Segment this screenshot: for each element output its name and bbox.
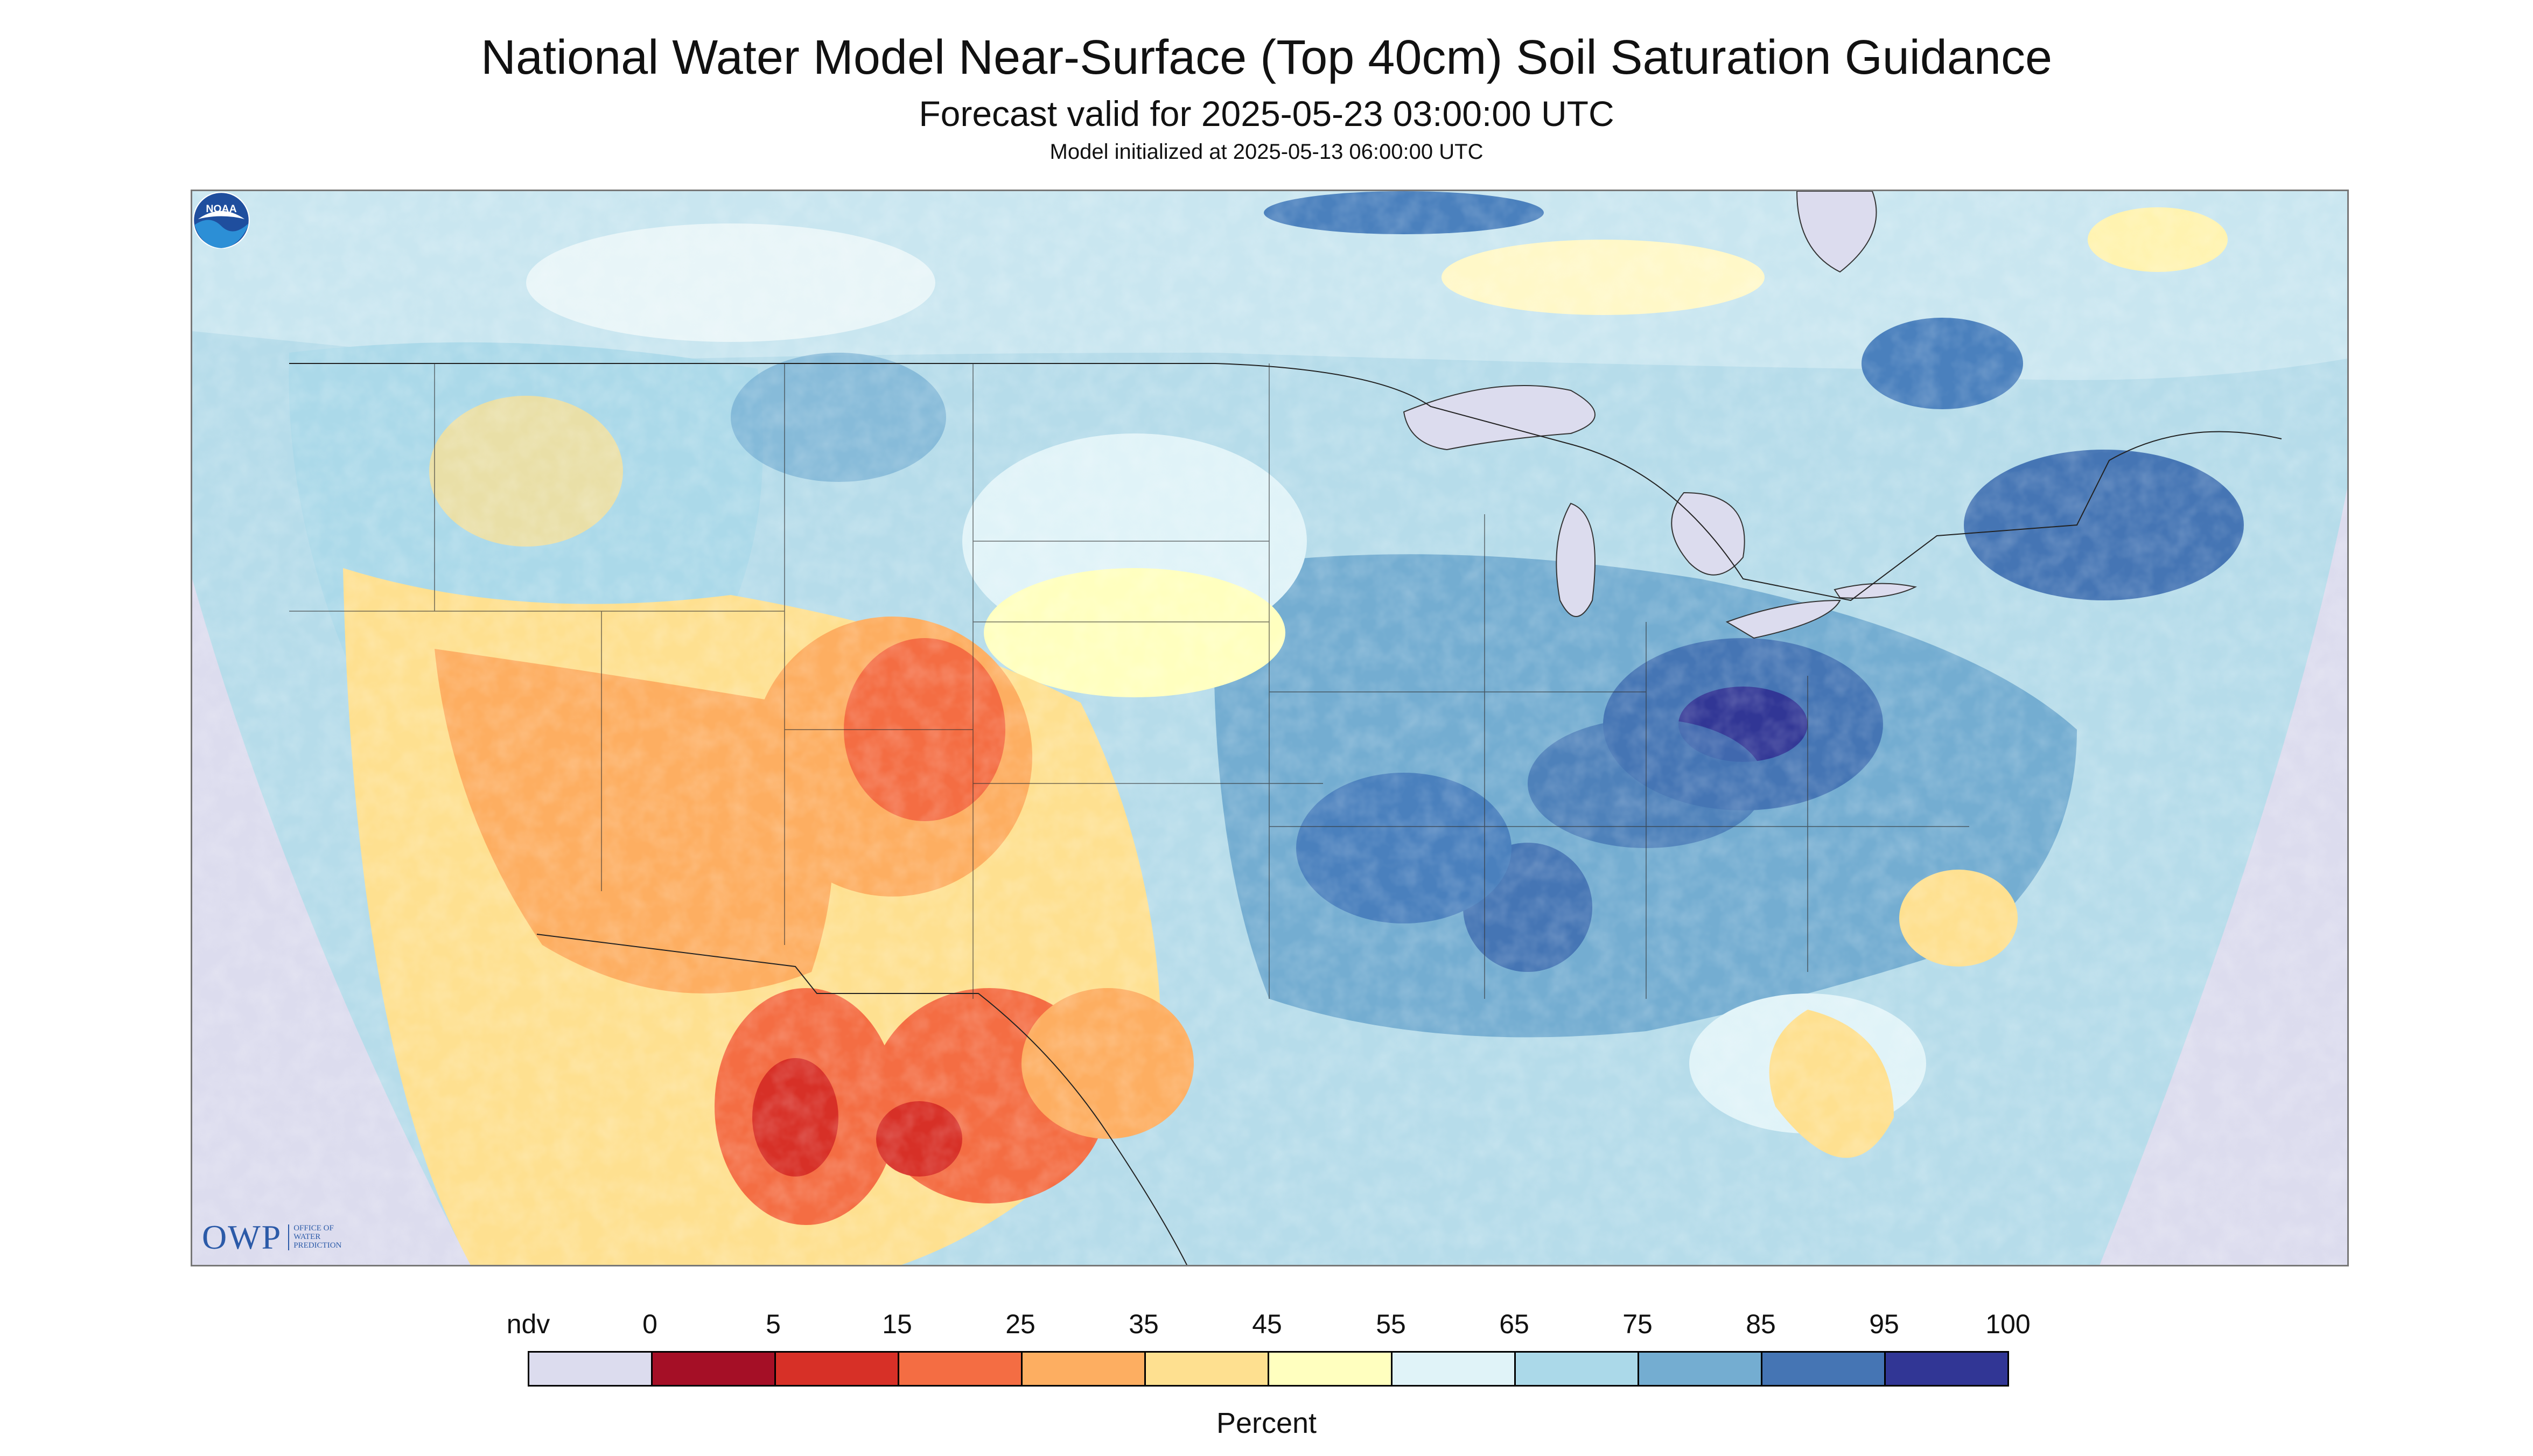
legend-swatch-85-95 bbox=[1762, 1353, 1886, 1385]
legend-label-65: 65 bbox=[1499, 1309, 1529, 1339]
legend-label-55: 55 bbox=[1376, 1309, 1406, 1339]
chart-title: National Water Model Near-Surface (Top 4… bbox=[480, 31, 2052, 85]
soil-saturation-map: OWP OFFICE OF WATER PREDICTION NOAA bbox=[191, 190, 2349, 1266]
legend-label-35: 35 bbox=[1129, 1309, 1159, 1339]
legend-swatch-15-25 bbox=[899, 1353, 1023, 1385]
legend-label-15: 15 bbox=[882, 1309, 912, 1339]
legend-swatch-ndv bbox=[529, 1353, 653, 1385]
map-canvas bbox=[192, 191, 2347, 1265]
legend-label-95: 95 bbox=[1869, 1309, 1899, 1339]
model-init-time: Model initialized at 2025-05-13 06:00:00… bbox=[1049, 140, 1484, 164]
owp-logo-subtext: OFFICE OF WATER PREDICTION bbox=[288, 1224, 341, 1250]
legend-label-0: 0 bbox=[642, 1309, 657, 1339]
legend-label-75: 75 bbox=[1622, 1309, 1653, 1339]
owp-subtext-line-1: OFFICE OF bbox=[293, 1224, 334, 1233]
owp-logo-text: OWP bbox=[202, 1218, 282, 1256]
map-texture bbox=[192, 191, 2347, 1265]
state-borders bbox=[289, 363, 1969, 999]
legend-label-45: 45 bbox=[1252, 1309, 1282, 1339]
legend-label-85: 85 bbox=[1746, 1309, 1776, 1339]
legend-unit-label: Percent bbox=[1216, 1407, 1317, 1439]
lake-superior bbox=[1403, 385, 1596, 451]
lake-michigan bbox=[1556, 502, 1596, 617]
owp-subtext-line-2: WATER bbox=[293, 1233, 321, 1242]
noaa-logo: NOAA bbox=[193, 192, 250, 249]
legend-swatch-0-5 bbox=[653, 1353, 776, 1385]
legend-swatch-45-55 bbox=[1269, 1353, 1393, 1385]
legend-swatch-65-75 bbox=[1516, 1353, 1639, 1385]
lake-ontario bbox=[1834, 583, 1917, 599]
legend-labels: ndv 0 5 15 25 35 45 55 65 75 85 95 100 bbox=[0, 1308, 2533, 1341]
forecast-valid-time: Forecast valid for 2025-05-23 03:00:00 U… bbox=[919, 94, 1614, 134]
legend-swatch-95-100 bbox=[1886, 1353, 2007, 1385]
legend-label-ndv: ndv bbox=[506, 1309, 550, 1339]
legend-swatch-75-85 bbox=[1639, 1353, 1762, 1385]
owp-logo: OWP OFFICE OF WATER PREDICTION bbox=[202, 1217, 341, 1257]
legend-swatch-25-35 bbox=[1023, 1353, 1146, 1385]
legend-swatch-5-15 bbox=[776, 1353, 899, 1385]
hudson-bay bbox=[1796, 191, 1877, 273]
owp-subtext-line-3: PREDICTION bbox=[293, 1241, 342, 1250]
legend-label-100: 100 bbox=[1985, 1309, 2031, 1339]
legend-swatch-35-45 bbox=[1146, 1353, 1269, 1385]
legend-label-5: 5 bbox=[766, 1309, 781, 1339]
noaa-logo-text: NOAA bbox=[206, 203, 236, 215]
legend-swatch-55-65 bbox=[1393, 1353, 1516, 1385]
color-legend bbox=[528, 1351, 2009, 1387]
lake-erie bbox=[1725, 599, 1841, 639]
us-mexico-border bbox=[536, 934, 1188, 1265]
us-canada-border bbox=[289, 363, 2282, 601]
legend-label-25: 25 bbox=[1005, 1309, 1035, 1339]
